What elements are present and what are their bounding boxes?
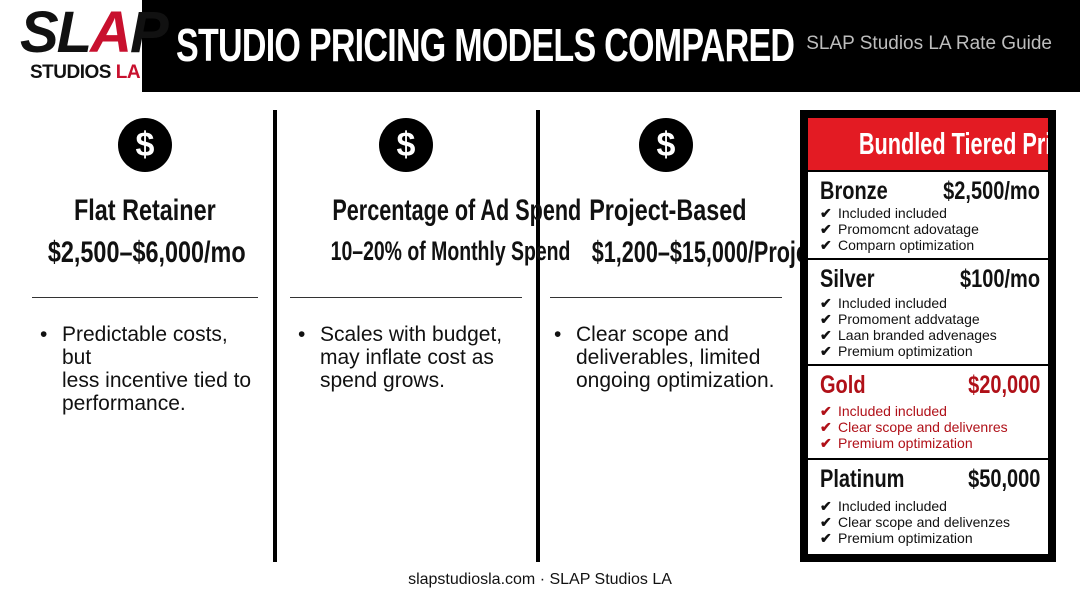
logo-subtext: STUDIOS LA xyxy=(30,62,141,83)
tier-name: Silver xyxy=(820,265,875,293)
tier-panel-heading: Bundled Tiered Pricing xyxy=(808,118,1048,170)
header-bar: SLAP STUDIOS LA STUDIO PRICING MODELS CO… xyxy=(0,0,1080,92)
dollar-icon: $ xyxy=(639,118,693,172)
check-icon: ✔ xyxy=(820,530,832,546)
check-icon: ✔ xyxy=(820,435,832,451)
tier-feature: ✔ Laan branded advenages xyxy=(820,327,997,343)
tier-feature: ✔ Premium optimization xyxy=(820,530,973,546)
column-title: Percentage of Ad Spend xyxy=(332,194,582,227)
check-icon: ✔ xyxy=(820,327,832,343)
tier-price: $2,500/mo xyxy=(943,177,1040,205)
tier-feature: ✔ Included included xyxy=(820,295,947,311)
tier-feature: ✔ Promomcnt adovatage xyxy=(820,221,979,237)
tier-name: Bronze xyxy=(820,177,888,205)
column-divider xyxy=(536,110,540,562)
logo: SLAP STUDIOS LA xyxy=(0,0,169,92)
tier-name: Gold xyxy=(820,371,866,399)
column-price: 10–20% of Monthly Spend xyxy=(330,236,571,266)
dollar-icon: $ xyxy=(118,118,172,172)
tier-price: $50,000 xyxy=(967,465,1040,493)
divider xyxy=(290,297,522,298)
pricing-column-percentage: $ Percentage of Ad Spend 10–20% of Month… xyxy=(284,118,582,418)
check-icon: ✔ xyxy=(820,311,832,327)
tier-bronze: Bronze $2,500/mo ✔ Included included ✔ Pro… xyxy=(808,172,1048,258)
tier-feature: ✔ Clear scope and delivenzes xyxy=(820,514,1010,530)
tier-silver: Silver $100/mo ✔ Included included ✔ Promo… xyxy=(808,260,1048,364)
tier-feature: ✔ Included included xyxy=(820,498,947,514)
pricing-column-project-based: $ Project-Based $1,200–$15,000/Project •… xyxy=(546,118,828,418)
check-icon: ✔ xyxy=(820,221,832,237)
tier-feature: ✔ Clear scope and delivenres xyxy=(820,419,1008,435)
check-icon: ✔ xyxy=(820,205,832,221)
bundled-tier-panel: Bundled Tiered Pricing Bronze $2,500/mo … xyxy=(800,110,1056,562)
check-icon: ✔ xyxy=(820,403,832,419)
column-title: Flat Retainer xyxy=(74,194,216,227)
page-subtitle: SLAP Studios LA Rate Guide xyxy=(806,33,1052,54)
logo-wordmark: SLAP xyxy=(20,0,169,65)
check-icon: ✔ xyxy=(820,237,832,253)
tier-name: Platinum xyxy=(820,465,905,493)
tier-feature: ✔ Included included xyxy=(820,205,947,221)
divider xyxy=(550,297,782,298)
tier-feature: ✔ Promoment addvatage xyxy=(820,311,980,327)
divider xyxy=(32,297,258,298)
tier-feature: ✔ Premium optimization xyxy=(820,343,973,359)
pricing-column-flat-retainer: $ Flat Retainer $2,500–$6,000/mo • Predi… xyxy=(20,118,270,418)
check-icon: ✔ xyxy=(820,343,832,359)
check-icon: ✔ xyxy=(820,295,832,311)
tier-price: $20,000 xyxy=(967,371,1040,399)
column-price: $1,200–$15,000/Project xyxy=(591,236,828,269)
tier-feature: ✔ Comparn optimization xyxy=(820,237,975,253)
column-price: $2,500–$6,000/mo xyxy=(47,236,246,269)
column-title: Project-Based xyxy=(589,194,747,227)
dollar-icon: $ xyxy=(379,118,433,172)
check-icon: ✔ xyxy=(820,514,832,530)
check-icon: ✔ xyxy=(820,419,832,435)
tier-platinum: Platinum $50,000 ✔ Included included ✔ Cle… xyxy=(808,460,1048,554)
page-title: STUDIO PRICING MODELS COMPARED xyxy=(176,19,795,71)
column-divider xyxy=(273,110,277,562)
tier-gold: Gold $20,000 ✔ Included included ✔ Clear s… xyxy=(808,366,1048,458)
tier-feature: ✔ Included included xyxy=(820,403,947,419)
footer-text: slapstudiosla.com · SLAP Studios LA xyxy=(408,571,672,588)
tier-feature: ✔ Premium optimization xyxy=(820,435,973,451)
check-icon: ✔ xyxy=(820,498,832,514)
tier-price: $100/mo xyxy=(959,265,1040,293)
